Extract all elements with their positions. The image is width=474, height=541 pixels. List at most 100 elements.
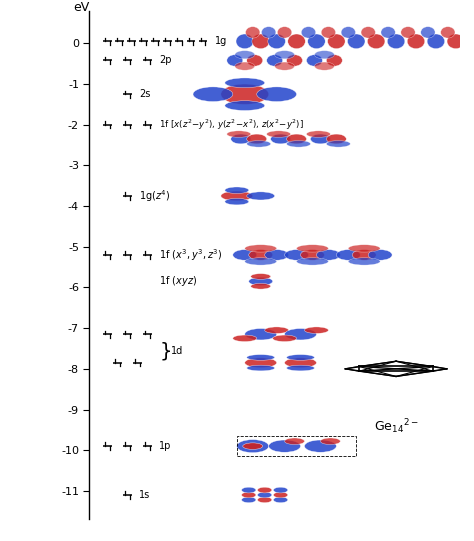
Ellipse shape <box>341 27 356 38</box>
Ellipse shape <box>304 440 337 452</box>
Ellipse shape <box>277 27 292 38</box>
Text: 1d: 1d <box>171 346 183 355</box>
Text: Ge$_{14}$$^{2-}$: Ge$_{14}$$^{2-}$ <box>374 418 419 437</box>
Ellipse shape <box>348 258 380 265</box>
Ellipse shape <box>227 55 243 66</box>
Ellipse shape <box>327 55 342 66</box>
Ellipse shape <box>225 101 264 110</box>
Ellipse shape <box>247 141 271 147</box>
Ellipse shape <box>251 283 271 289</box>
Ellipse shape <box>233 249 257 260</box>
Ellipse shape <box>243 443 263 450</box>
Ellipse shape <box>287 141 310 147</box>
Ellipse shape <box>314 62 334 70</box>
Text: 1f ($xyz$): 1f ($xyz$) <box>159 274 197 288</box>
Ellipse shape <box>321 27 336 38</box>
Ellipse shape <box>327 141 350 147</box>
Ellipse shape <box>337 249 360 260</box>
Ellipse shape <box>245 245 277 252</box>
Ellipse shape <box>235 62 255 70</box>
Ellipse shape <box>249 278 273 286</box>
Ellipse shape <box>268 34 285 49</box>
Ellipse shape <box>287 55 302 66</box>
Text: 1f ($x^3,y^3,z^3$): 1f ($x^3,y^3,z^3$) <box>159 247 223 263</box>
Ellipse shape <box>284 328 317 340</box>
Ellipse shape <box>247 192 274 200</box>
Ellipse shape <box>257 87 297 102</box>
Ellipse shape <box>273 335 297 341</box>
Ellipse shape <box>387 34 405 49</box>
Ellipse shape <box>246 27 260 38</box>
Text: 1s: 1s <box>139 490 151 500</box>
Ellipse shape <box>274 62 294 70</box>
Ellipse shape <box>273 487 288 493</box>
Ellipse shape <box>287 365 314 371</box>
Text: 2s: 2s <box>139 89 151 99</box>
Ellipse shape <box>247 365 274 371</box>
Ellipse shape <box>368 249 392 260</box>
Ellipse shape <box>236 34 254 49</box>
Ellipse shape <box>225 78 264 88</box>
Ellipse shape <box>301 249 324 260</box>
Ellipse shape <box>273 492 288 498</box>
Ellipse shape <box>252 34 269 49</box>
Ellipse shape <box>427 34 445 49</box>
Ellipse shape <box>287 134 307 144</box>
Ellipse shape <box>381 27 395 38</box>
Ellipse shape <box>310 134 330 144</box>
Ellipse shape <box>247 134 267 144</box>
Ellipse shape <box>271 134 291 144</box>
Ellipse shape <box>288 34 305 49</box>
Ellipse shape <box>257 497 272 503</box>
Ellipse shape <box>267 55 283 66</box>
Ellipse shape <box>245 358 277 368</box>
Ellipse shape <box>247 354 274 360</box>
Ellipse shape <box>401 27 415 38</box>
Ellipse shape <box>320 438 340 445</box>
Text: 2p: 2p <box>159 56 172 65</box>
Ellipse shape <box>257 492 272 498</box>
Ellipse shape <box>249 249 273 260</box>
Ellipse shape <box>257 487 272 493</box>
Ellipse shape <box>447 34 465 49</box>
Text: 1g: 1g <box>215 36 227 47</box>
Ellipse shape <box>242 487 256 493</box>
Ellipse shape <box>284 438 304 445</box>
Ellipse shape <box>352 249 376 260</box>
Ellipse shape <box>221 84 269 104</box>
Ellipse shape <box>267 131 291 137</box>
Ellipse shape <box>247 55 263 66</box>
Ellipse shape <box>225 187 249 194</box>
Ellipse shape <box>314 51 334 59</box>
Ellipse shape <box>441 27 455 38</box>
Text: 1p: 1p <box>159 441 172 451</box>
Ellipse shape <box>235 51 255 59</box>
Ellipse shape <box>269 440 301 452</box>
Ellipse shape <box>273 497 288 503</box>
Ellipse shape <box>221 191 253 201</box>
Ellipse shape <box>242 492 256 498</box>
Text: 1g($z^4$): 1g($z^4$) <box>139 188 171 204</box>
Ellipse shape <box>264 249 289 260</box>
Ellipse shape <box>284 358 317 368</box>
Ellipse shape <box>421 27 435 38</box>
Text: 1f [$x(z^2\!-\!y^2)$, $y(z^2\!-\!x^2)$, $z(x^2\!-\!y^2)$]: 1f [$x(z^2\!-\!y^2)$, $y(z^2\!-\!x^2)$, … <box>159 117 304 132</box>
Ellipse shape <box>245 328 277 340</box>
Text: eV: eV <box>73 1 90 14</box>
Ellipse shape <box>193 87 233 102</box>
Ellipse shape <box>348 245 380 252</box>
Ellipse shape <box>304 327 328 333</box>
Ellipse shape <box>233 335 257 341</box>
Ellipse shape <box>274 51 294 59</box>
Ellipse shape <box>307 55 322 66</box>
Ellipse shape <box>251 274 271 279</box>
Ellipse shape <box>297 245 328 252</box>
Ellipse shape <box>245 258 277 265</box>
Ellipse shape <box>237 440 269 453</box>
Ellipse shape <box>307 131 330 137</box>
Text: }: } <box>159 341 172 360</box>
Ellipse shape <box>284 249 309 260</box>
Ellipse shape <box>361 27 375 38</box>
Ellipse shape <box>308 34 325 49</box>
Ellipse shape <box>347 34 365 49</box>
